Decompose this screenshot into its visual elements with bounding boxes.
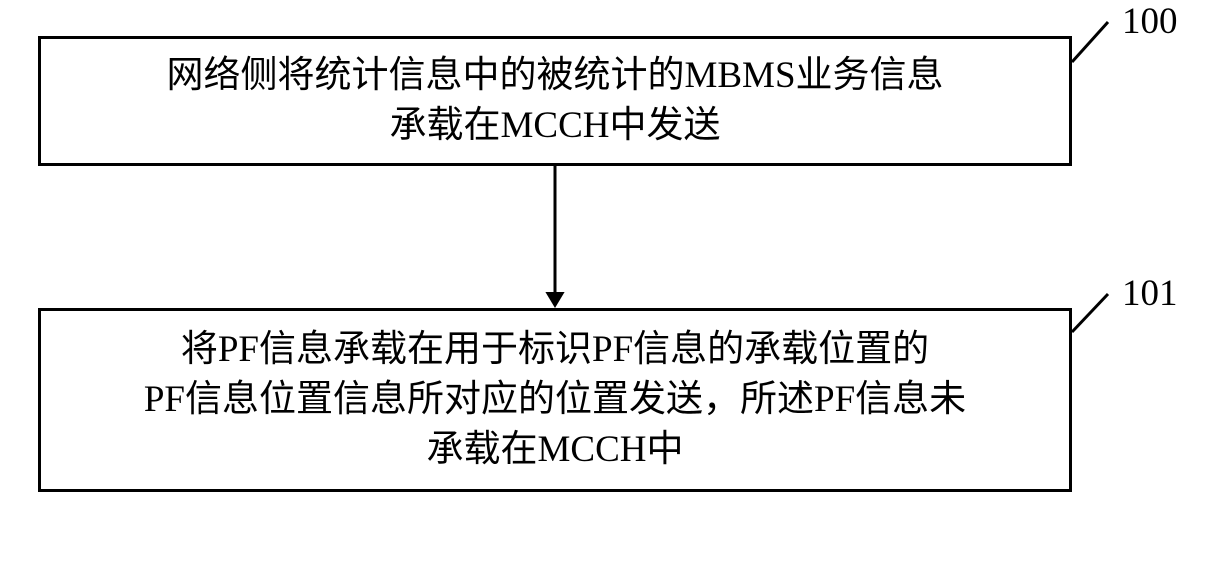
diagram-canvas: 网络侧将统计信息中的被统计的MBMS业务信息 承载在MCCH中发送 将PF信息承… xyxy=(0,0,1216,564)
flow-arrow-1 xyxy=(0,0,1216,564)
flow-arrow-1-head xyxy=(545,292,564,308)
